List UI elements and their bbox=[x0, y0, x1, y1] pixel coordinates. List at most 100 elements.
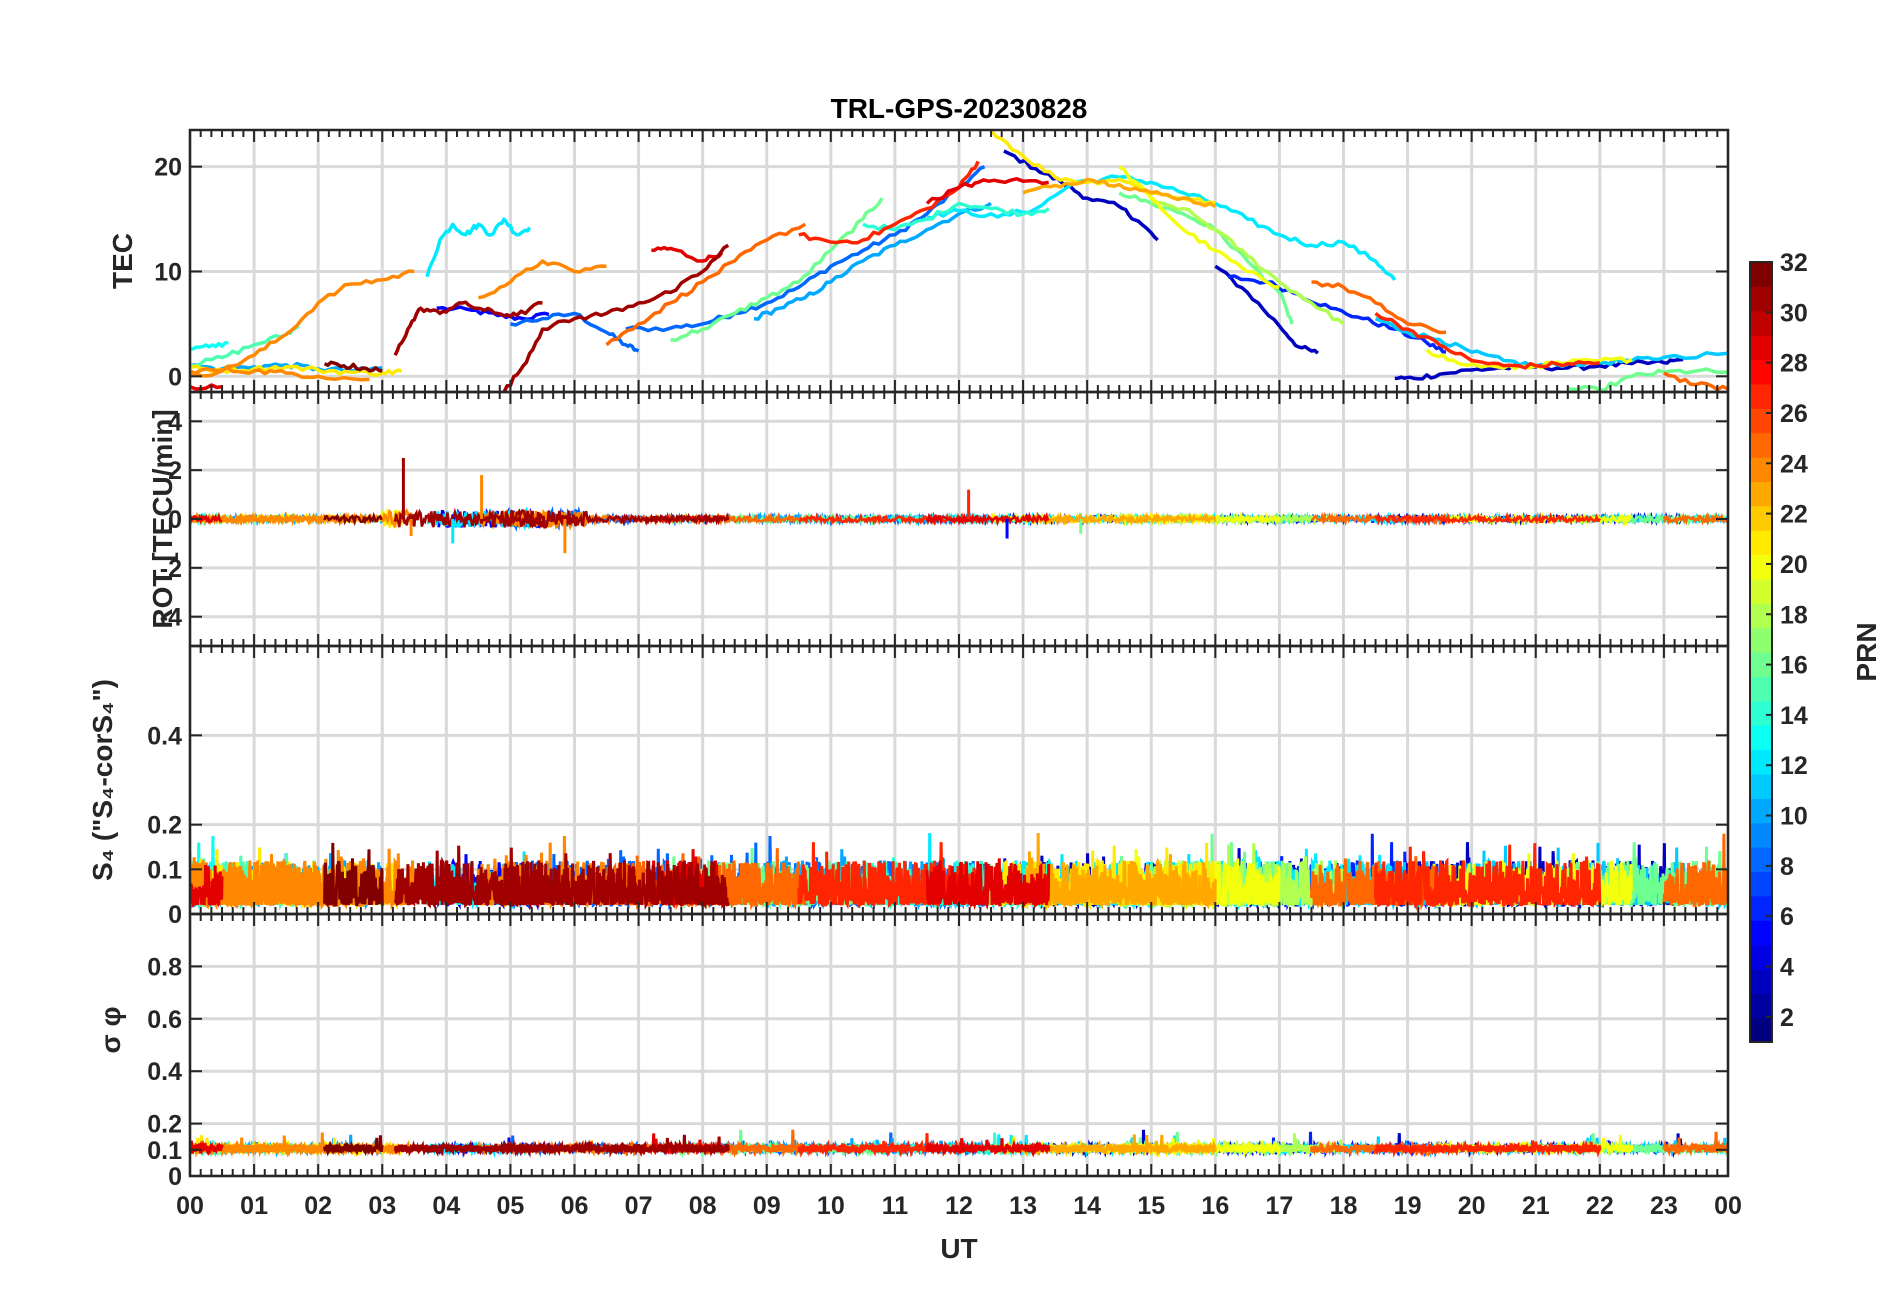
y-tick-label: 0.2 bbox=[147, 1111, 182, 1139]
y-tick-label: 0.6 bbox=[147, 1006, 182, 1034]
x-tick-label: 19 bbox=[1394, 1192, 1422, 1220]
colorbar-swatch bbox=[1750, 505, 1772, 531]
s4-series-prn-31 bbox=[393, 845, 544, 911]
x-tick-label: 10 bbox=[817, 1192, 845, 1220]
x-tick-label: 17 bbox=[1266, 1192, 1294, 1220]
tec-series-prn-31 bbox=[502, 243, 730, 392]
tec-series-prn-27 bbox=[1374, 312, 1601, 370]
sigma-series-prn-25 bbox=[1662, 1131, 1728, 1157]
rot-series-prn-32 bbox=[323, 511, 383, 527]
s4-series-prn-27 bbox=[1374, 843, 1602, 911]
x-tick-label: 07 bbox=[625, 1192, 653, 1220]
rot-series-prn-27 bbox=[1374, 511, 1601, 527]
sigma-series-prn-32 bbox=[323, 1135, 384, 1157]
tec-series-prn-3 bbox=[1214, 264, 1320, 355]
tec-series-prn-12 bbox=[425, 217, 532, 278]
x-tick-label: 03 bbox=[368, 1192, 396, 1220]
tec-series-prn-25 bbox=[605, 222, 807, 347]
rot-series-prn-29 bbox=[190, 511, 223, 525]
colorbar-tick-label: 4 bbox=[1780, 954, 1794, 982]
x-tick-label: 11 bbox=[882, 1192, 909, 1220]
rot-series-prn-31 bbox=[393, 507, 544, 528]
ylabel-s4: S₄ ("S₄-corS₄") bbox=[87, 679, 118, 881]
x-tick-label: 02 bbox=[304, 1192, 332, 1220]
colorbar-swatch bbox=[1750, 262, 1772, 287]
tec-series-prn-16 bbox=[1567, 367, 1728, 392]
colorbar-tick-label: 26 bbox=[1780, 400, 1808, 428]
colorbar-tick-label: 30 bbox=[1780, 299, 1808, 327]
grid-tec bbox=[188, 130, 1730, 392]
axes-sigma: 00.10.2 0.4 0.6 0.8 bbox=[147, 912, 1730, 1191]
colorbar-swatch bbox=[1750, 554, 1772, 580]
sigma-series-prn-23 bbox=[1021, 1134, 1217, 1158]
y-tick-label: 0.2 bbox=[147, 812, 182, 840]
y-tick-label: 4 bbox=[168, 408, 182, 436]
y-tick-label: 0.1 bbox=[147, 856, 182, 884]
ylabel-sigma: σ φ bbox=[95, 1007, 126, 1054]
colorbar-tick-label: 18 bbox=[1780, 601, 1808, 629]
colorbar-swatch bbox=[1750, 286, 1772, 312]
panel-rot: -4 -2 0 2 4 ROT [TECU/min] bbox=[147, 390, 1730, 648]
tec-series-prn-14 bbox=[862, 201, 1050, 232]
sigma-series-prn-29 bbox=[925, 1138, 1051, 1158]
x-tick-label: 08 bbox=[689, 1192, 717, 1220]
tec-series-prn-27 bbox=[798, 160, 980, 245]
tec-series-prn-31 bbox=[393, 300, 543, 357]
s4-series-prn-29 bbox=[925, 858, 1051, 911]
tec-series-prn-29 bbox=[651, 245, 724, 263]
tec-series-prn-23 bbox=[1022, 177, 1217, 209]
rot-series-prn-29 bbox=[925, 511, 1050, 527]
tec-series-prn-24 bbox=[190, 366, 370, 382]
colorbar-tick-label: 2 bbox=[1780, 1004, 1794, 1032]
colorbar-swatch bbox=[1750, 968, 1772, 994]
colorbar-swatch bbox=[1750, 725, 1772, 751]
y-tick-label: 0.4 bbox=[147, 1058, 182, 1086]
colorbar-frame bbox=[1749, 261, 1773, 1043]
tec-series-prn-3 bbox=[1003, 149, 1159, 242]
colorbar-swatch bbox=[1750, 603, 1772, 629]
y-tick-label: 0.1 bbox=[147, 1137, 182, 1165]
colorbar-swatch bbox=[1750, 359, 1772, 385]
colorbar-swatch bbox=[1750, 700, 1772, 726]
colorbar-tick-label: 16 bbox=[1780, 652, 1808, 680]
rot-series-prn-23 bbox=[1021, 511, 1217, 527]
s4-series-prn-29 bbox=[190, 864, 224, 908]
y-tick-label: 0 bbox=[168, 1163, 182, 1191]
colorbar-swatch bbox=[1750, 457, 1772, 482]
series-sigma bbox=[190, 1129, 1728, 1159]
colorbar-swatch bbox=[1750, 408, 1772, 434]
colorbar-tick-label: 22 bbox=[1780, 501, 1808, 529]
x-tick-labels: 00 01 02 03 04 05 06 07 08 09 10 11 12 13 14 15 16 17 18 19… bbox=[176, 1192, 1742, 1220]
chart-title: TRL-GPS-20230828 bbox=[831, 93, 1088, 124]
x-tick-label: 09 bbox=[753, 1192, 781, 1220]
colorbar-swatch bbox=[1750, 676, 1772, 702]
colorbar-tick-label: 24 bbox=[1780, 450, 1808, 478]
y-tick-label: 0 bbox=[168, 363, 182, 391]
series-rot bbox=[190, 457, 1728, 554]
colorbar-tick-label: 6 bbox=[1780, 903, 1794, 931]
x-tick-label: 15 bbox=[1137, 1192, 1165, 1220]
colorbar-label: PRN bbox=[1851, 622, 1882, 681]
x-tick-label: 14 bbox=[1073, 1192, 1101, 1220]
colorbar-tick-label: 12 bbox=[1780, 752, 1808, 780]
colorbar-swatch bbox=[1750, 944, 1772, 970]
y-tick-label: -4 bbox=[160, 604, 182, 632]
grid-sigma bbox=[188, 914, 1730, 1178]
colorbar-swatch bbox=[1750, 530, 1772, 556]
colorbar-swatch bbox=[1750, 993, 1772, 1019]
tec-series-prn-24 bbox=[478, 259, 607, 300]
x-tick-label: 06 bbox=[561, 1192, 589, 1220]
y-tick-label: 0.4 bbox=[147, 722, 182, 750]
sigma-series-prn-27 bbox=[1374, 1139, 1602, 1158]
tec-series-prn-8 bbox=[510, 311, 640, 353]
colorbar-tick-label: 28 bbox=[1780, 350, 1808, 378]
ylabel-tec: TEC bbox=[107, 233, 138, 289]
colorbar-swatch bbox=[1750, 773, 1772, 799]
colorbar-swatch bbox=[1750, 335, 1772, 361]
s4-series-prn-25 bbox=[1662, 833, 1728, 911]
panel-s4: 0 0.1 0.2 0.4 S₄ ("S₄-corS₄") bbox=[87, 644, 1730, 929]
ylabel-rot: ROT [TECU/min] bbox=[147, 409, 178, 628]
colorbar-swatch bbox=[1750, 847, 1772, 872]
tec-series-prn-5 bbox=[436, 305, 550, 322]
x-tick-label: 13 bbox=[1009, 1192, 1037, 1220]
